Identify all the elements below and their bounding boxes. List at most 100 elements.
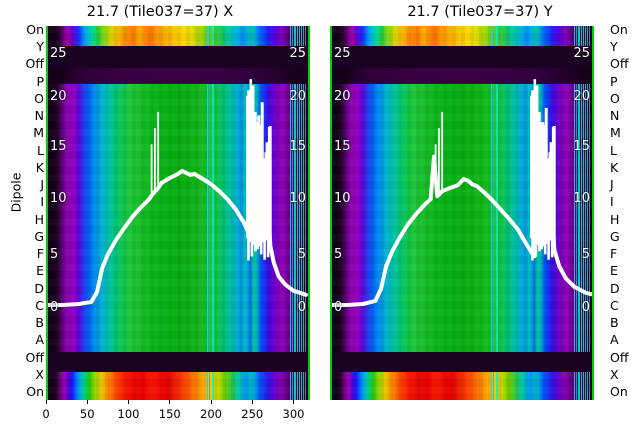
- heat-streak: [576, 372, 578, 400]
- heat-streak: [578, 84, 581, 352]
- ytick-right-5: 5: [297, 247, 306, 262]
- heat-streak: [301, 372, 303, 400]
- heat-streak: [292, 84, 294, 352]
- dipole-label-e-14: E: [36, 263, 44, 279]
- heat-streak: [576, 26, 578, 46]
- heat-gradient: [330, 68, 594, 84]
- ytick-left-10: 10: [50, 191, 67, 206]
- heat-gradient: [46, 26, 310, 46]
- heat-streak: [578, 26, 581, 46]
- heat-streak: [587, 372, 589, 400]
- heat-streak: [496, 84, 498, 352]
- heat-streak: [496, 372, 498, 400]
- panel-title-x: 21.7 (Tile037=37) X: [86, 4, 234, 20]
- ytick-right-20: 20: [573, 89, 590, 104]
- dipole-label-off-2: Off: [25, 56, 44, 72]
- xtick-mark: [251, 400, 253, 404]
- dipole-label-f-13: F: [36, 246, 44, 262]
- dipole-label-m-6: M: [610, 125, 621, 141]
- ytick-right-20: 20: [289, 89, 306, 104]
- dipole-label-h-11: H: [34, 211, 44, 227]
- dipole-label-b-17: B: [35, 315, 44, 331]
- xtick-label: 0: [42, 407, 50, 421]
- dipole-label-on-21: On: [610, 384, 628, 399]
- ytick-right-0: 0: [581, 300, 590, 315]
- heat-gradient: [46, 372, 310, 400]
- heat-streak: [490, 372, 492, 400]
- xtick-label: 150: [158, 407, 181, 421]
- xtick-200: 200: [191, 400, 231, 421]
- heat-gradient: [330, 26, 594, 46]
- xtick-250: 250: [232, 400, 272, 421]
- heat-streak: [582, 372, 585, 400]
- xtick-label: 50: [79, 407, 95, 421]
- heat-streak: [298, 26, 301, 46]
- ytick-left-15: 15: [50, 139, 67, 154]
- ytick-left-20: 20: [50, 89, 67, 104]
- heat-streak: [292, 26, 294, 46]
- xtick-mark: [128, 400, 129, 404]
- xtick-0: 0: [26, 400, 66, 421]
- dipole-label-on-21: On: [26, 384, 44, 399]
- dipole-label-g-12: G: [34, 228, 44, 244]
- heat-streak: [585, 372, 587, 400]
- ytick-left-25: 25: [50, 46, 67, 61]
- dipole-label-o-4: O: [34, 90, 44, 106]
- xtick-mark: [45, 400, 47, 404]
- band-upper-gap: [46, 46, 310, 68]
- axes-left-edge-marker: [330, 26, 332, 400]
- heat-streak: [305, 26, 307, 46]
- band-lower-gap: [330, 352, 594, 372]
- heat-gradient: [330, 372, 594, 400]
- heat-row-texture: [46, 84, 310, 352]
- dipole-label-c-16: C: [610, 297, 619, 313]
- xtick-mark: [293, 400, 294, 404]
- heat-streak: [576, 84, 578, 352]
- dipole-label-on-0: On: [610, 22, 628, 37]
- ytick-right-25: 25: [573, 46, 590, 61]
- heat-streak: [303, 372, 305, 400]
- heat-streak: [212, 372, 214, 400]
- band-dim-row: [46, 68, 310, 84]
- dipole-label-c-16: C: [35, 297, 44, 313]
- band-top: [46, 26, 310, 46]
- ytick-right-10: 10: [573, 191, 590, 206]
- xtick-mark: [210, 400, 212, 404]
- x-axis-x: 0 50 100 150 200 250 300: [42, 400, 310, 434]
- heat-streak: [290, 26, 292, 46]
- heat-streak: [209, 372, 211, 400]
- dipole-label-off-2: Off: [610, 56, 629, 72]
- ytick-right-15: 15: [289, 139, 306, 154]
- xtick-50: 50: [67, 400, 107, 421]
- heat-row-texture: [330, 372, 594, 400]
- heat-streak: [212, 26, 214, 46]
- dipole-label-y-1: Y: [36, 39, 44, 55]
- heat-streak: [574, 26, 576, 46]
- dipole-label-g-12: G: [610, 228, 620, 244]
- dipole-label-h-11: H: [610, 211, 620, 227]
- ytick-right-5: 5: [581, 247, 590, 262]
- axes-left-edge-marker: [46, 26, 48, 400]
- panel-y: 21.7 (Tile037=37) Y 25 20 15 10 5 0 25 2…: [320, 0, 640, 440]
- dipole-label-l-7: L: [610, 142, 617, 158]
- ytick-left-15: 15: [334, 139, 351, 154]
- dipole-label-d-15: D: [34, 280, 44, 296]
- heat-streak: [580, 26, 582, 46]
- heat-streak: [206, 26, 208, 46]
- xtick-label: 200: [200, 407, 222, 421]
- dipole-label-k-8: K: [35, 159, 44, 175]
- heat-streak: [574, 372, 576, 400]
- dipole-labels-left: Dipole On Y Off P O N M L K J I H G F E D C B A Off X On: [2, 0, 46, 440]
- heat-streak: [490, 26, 492, 46]
- heat-streak: [578, 372, 581, 400]
- band-main-heatmap: [330, 84, 594, 352]
- panel-title-y: 21.7 (Tile037=37) Y: [407, 4, 553, 20]
- band-dim-row: [330, 68, 594, 84]
- dipole-label-p-3: P: [36, 73, 44, 89]
- band-lower-gap: [46, 352, 310, 372]
- heat-column-texture: [330, 26, 594, 46]
- heat-streak: [296, 372, 298, 400]
- ytick-left-0: 0: [334, 300, 343, 315]
- heat-streak: [294, 372, 297, 400]
